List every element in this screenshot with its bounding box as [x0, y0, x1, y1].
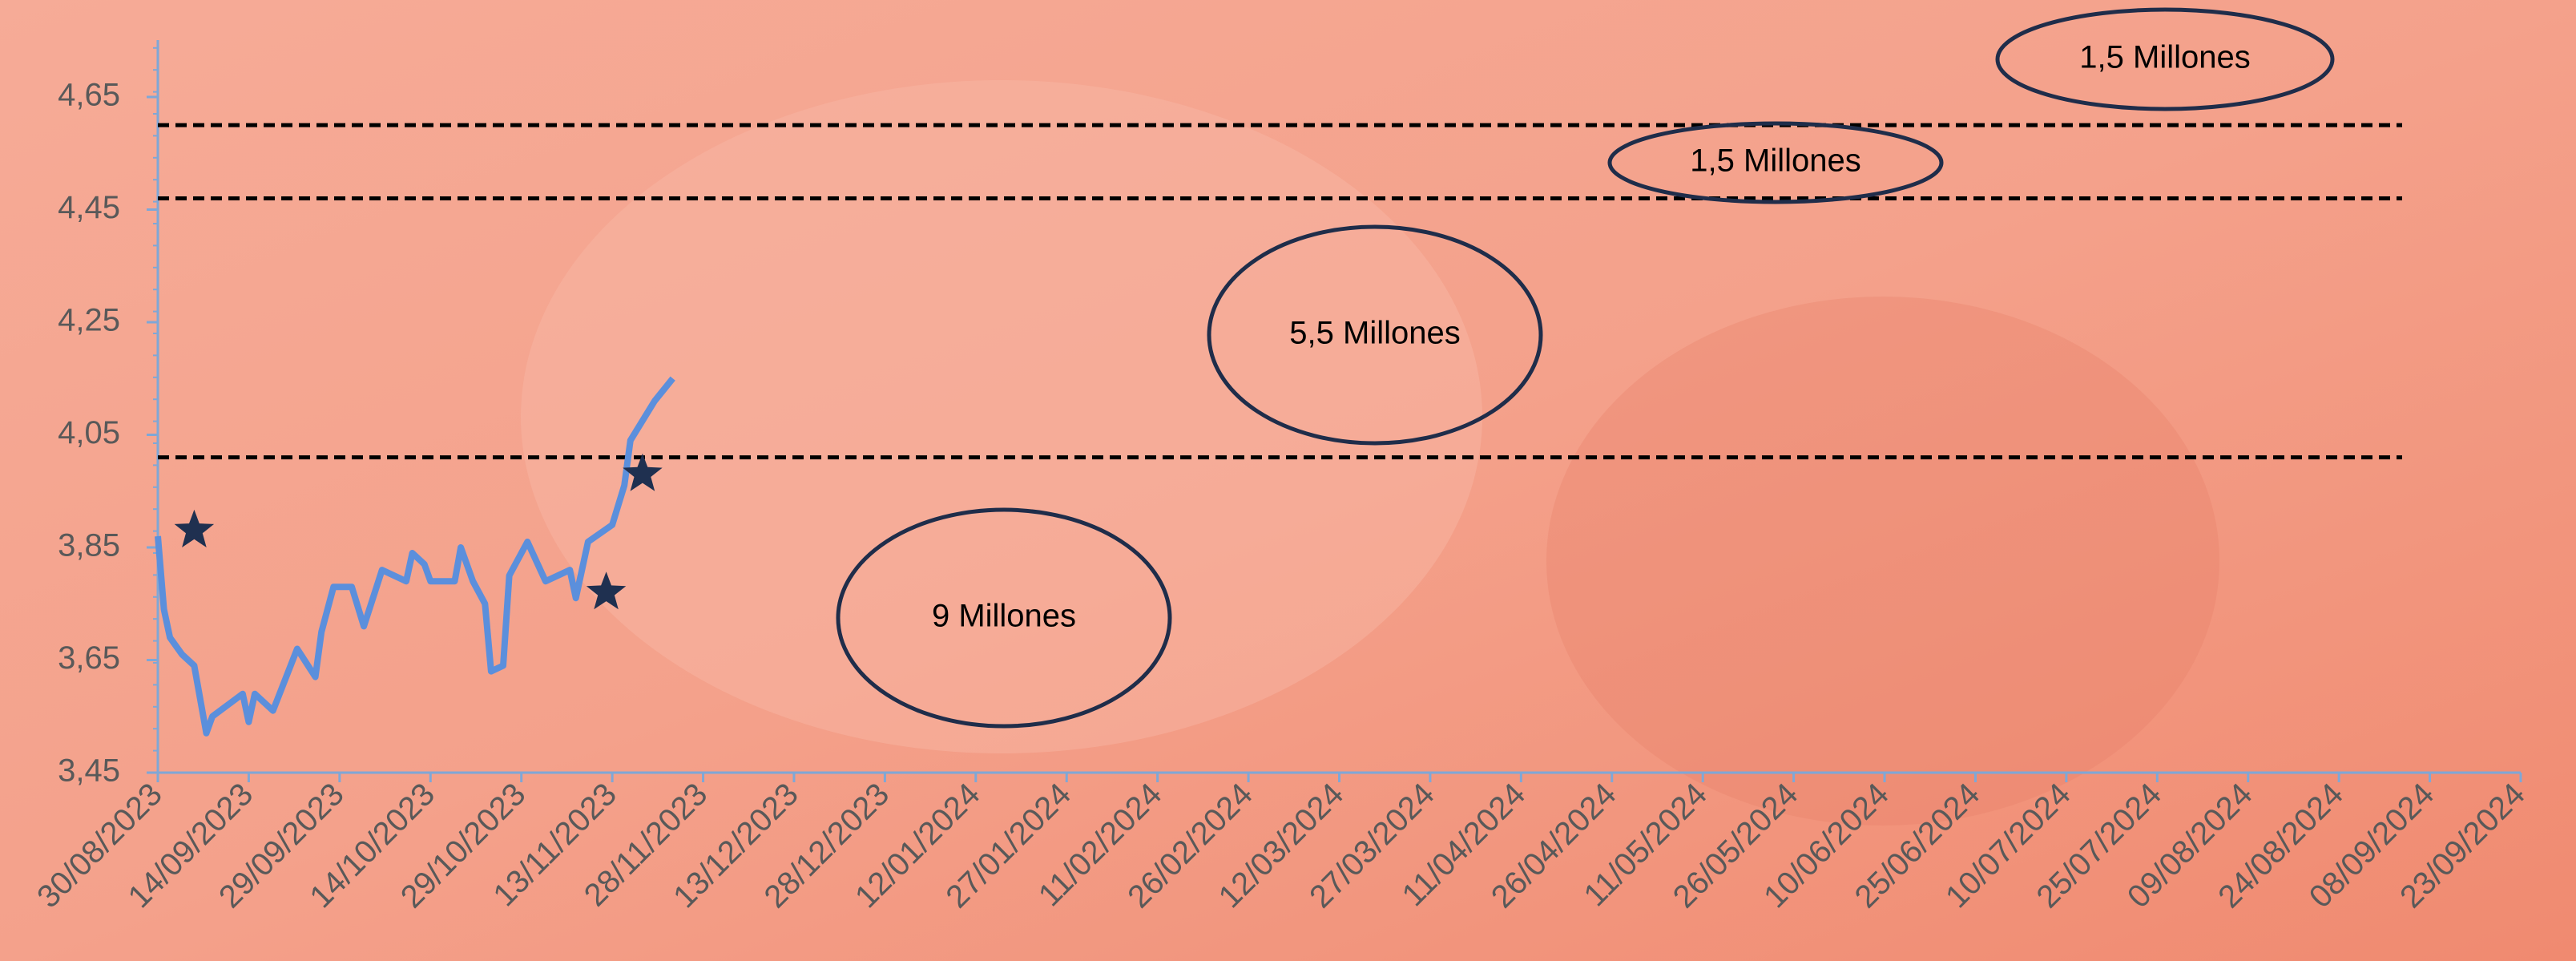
y-tick-label: 4,65 — [58, 78, 120, 113]
y-tick-label: 3,45 — [58, 753, 120, 789]
annotation-label: 1,5 Millones — [2079, 40, 2250, 75]
photo-shape — [1546, 297, 2219, 826]
annotation-label: 9 Millones — [932, 599, 1076, 634]
y-tick-label: 3,85 — [58, 528, 120, 563]
data-line — [155, 376, 675, 737]
star-marker — [174, 509, 215, 547]
y-tick-label: 4,25 — [58, 303, 120, 338]
annotation-ellipse — [836, 507, 1172, 729]
y-tick-label: 3,65 — [58, 640, 120, 676]
annotation-ellipse — [1207, 224, 1543, 446]
y-tick-label: 4,05 — [58, 415, 120, 450]
y-tick-label: 4,45 — [58, 190, 120, 225]
photo-shape — [521, 80, 1482, 753]
annotation-label: 1,5 Millones — [1690, 143, 1860, 179]
annotation-ellipse — [1995, 7, 2335, 111]
annotation-label: 5,5 Millones — [1289, 316, 1460, 351]
star-marker — [586, 571, 627, 610]
star-marker — [623, 453, 663, 491]
annotation-ellipse — [1607, 121, 1944, 204]
